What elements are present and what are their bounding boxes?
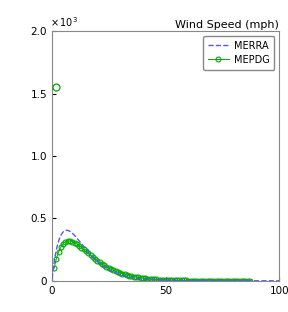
MERRA (50, 277, 54, 280)
Text: $\times\,10^3$: $\times\,10^3$ (50, 15, 77, 29)
MEPDG (111, 268, 115, 272)
Text: Wind Speed (mph): Wind Speed (mph) (175, 20, 279, 31)
Legend: MERRA, MEPDG: MERRA, MEPDG (203, 36, 274, 70)
MEPDG (52, 266, 56, 270)
MEPDG (214, 279, 217, 283)
MERRA (185, 279, 188, 283)
MERRA (278, 279, 281, 283)
Line: MERRA: MERRA (52, 230, 279, 281)
MEPDG (153, 277, 156, 281)
MERRA (202, 279, 206, 283)
MEPDG (248, 279, 251, 283)
MERRA (109, 269, 113, 273)
MERRA (222, 279, 225, 283)
MEPDG (86, 251, 90, 255)
Line: MEPDG: MEPDG (52, 238, 252, 283)
MERRA (154, 278, 157, 282)
MEPDG (68, 239, 72, 243)
MEPDG (98, 261, 101, 264)
MERRA (65, 228, 68, 232)
MERRA (91, 255, 94, 259)
MEPDG (137, 275, 140, 279)
